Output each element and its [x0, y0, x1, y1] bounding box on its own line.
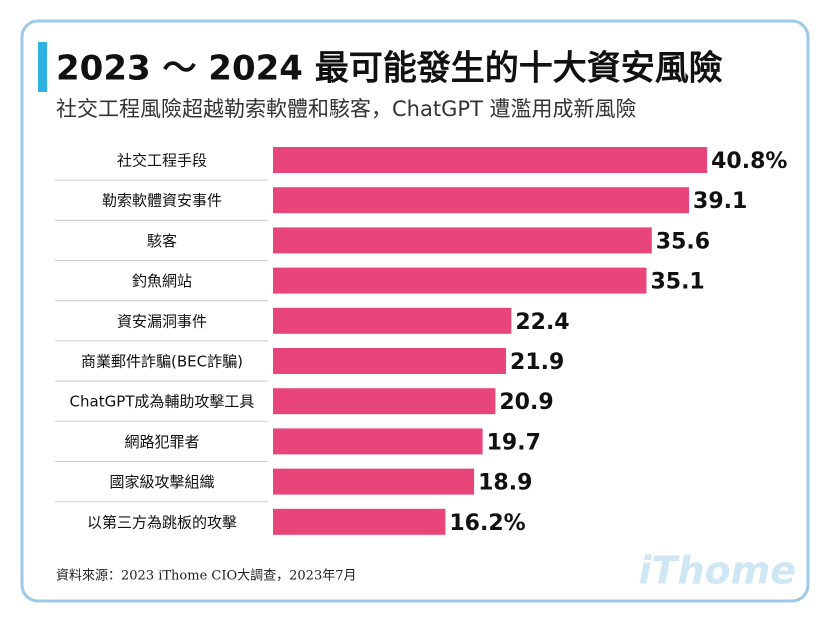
- value-label: 35.6: [656, 229, 710, 254]
- chart-title: 2023 ～ 2024 最可能發生的十大資安風險: [56, 49, 723, 89]
- bar: [273, 428, 483, 455]
- category-label: 釣魚網站: [132, 272, 192, 290]
- value-label: 22.4: [515, 310, 569, 335]
- bar: [273, 267, 647, 294]
- bar: [273, 227, 652, 254]
- value-label: 39.1: [693, 189, 747, 214]
- bar: [273, 348, 507, 374]
- category-label: 資安漏洞事件: [117, 312, 207, 330]
- value-label: 35.1: [650, 270, 704, 295]
- bar: [273, 508, 446, 535]
- source-note: 資料來源：2023 iThome CIO大調查，2023年7月: [56, 569, 357, 584]
- value-label: 21.9: [510, 350, 564, 375]
- value-label: 19.7: [487, 430, 541, 455]
- category-label: ChatGPT成為輔助攻擊工具: [70, 393, 255, 411]
- value-label: 18.9: [478, 471, 532, 496]
- category-label: 商業郵件詐騙(BEC詐騙): [81, 353, 243, 371]
- bar: [273, 388, 496, 415]
- bar: [273, 187, 690, 214]
- category-label: 駭客: [147, 232, 177, 250]
- bar: [273, 307, 512, 334]
- watermark: iThome: [639, 549, 796, 593]
- category-label: 勒索軟體資安事件: [102, 192, 222, 210]
- bar: [273, 147, 708, 173]
- value-label: 20.9: [499, 390, 553, 415]
- category-label: 社交工程手段: [117, 152, 207, 170]
- value-label: 16.2%: [449, 511, 525, 536]
- bar: [273, 468, 475, 495]
- category-label: 國家級攻擊組織: [109, 473, 214, 491]
- title-accent: [38, 42, 47, 92]
- value-label: 40.8%: [711, 149, 787, 174]
- chart-subtitle: 社交工程風險超越勒索軟體和駭客，ChatGPT 遭濫用成新風險: [56, 97, 637, 121]
- category-label: 網路犯罪者: [124, 433, 199, 451]
- category-label: 以第三方為跳板的攻擊: [87, 513, 237, 531]
